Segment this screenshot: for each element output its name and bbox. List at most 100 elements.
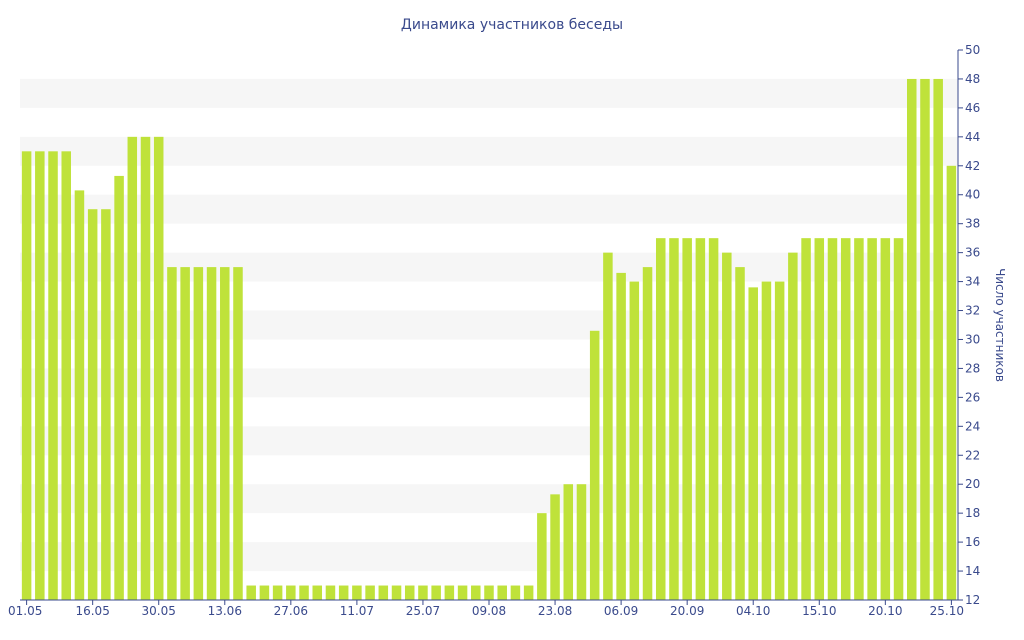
bar: [325, 585, 336, 600]
bar: [827, 238, 838, 600]
bar: [788, 252, 798, 600]
bar: [365, 585, 375, 600]
x-tick-label: 25.10: [930, 604, 964, 618]
y-tick-label: 42: [965, 159, 980, 173]
bar: [642, 267, 653, 600]
bar: [338, 585, 349, 600]
x-tick-label: 27.06: [274, 604, 308, 618]
chart-title: Динамика участников беседы: [401, 17, 623, 33]
bar: [101, 209, 111, 600]
bar: [907, 78, 917, 600]
bar: [523, 585, 534, 600]
bar: [629, 281, 640, 600]
bar: [880, 238, 891, 600]
x-tick-label: 20.09: [670, 604, 704, 618]
bar: [589, 330, 600, 600]
x-tick-label: 23.08: [538, 604, 572, 618]
bar: [153, 136, 164, 600]
bar: [167, 267, 177, 600]
bar: [87, 209, 98, 600]
bar: [48, 151, 58, 600]
bar: [576, 484, 587, 600]
bar: [550, 494, 560, 600]
bar: [748, 287, 758, 600]
y-tick-label: 18: [965, 506, 980, 520]
bar: [114, 175, 124, 601]
bar: [722, 252, 732, 600]
bar: [404, 585, 415, 600]
y-tick-label: 32: [965, 304, 980, 318]
y-tick-label: 20: [965, 477, 980, 491]
bar: [352, 585, 362, 600]
bar: [801, 238, 811, 600]
bar: [603, 252, 613, 600]
bar: [537, 513, 547, 600]
bar: [180, 267, 190, 600]
x-tick-label: 15.10: [802, 604, 836, 618]
bar: [682, 238, 692, 600]
x-tick-label: 16.05: [75, 604, 109, 618]
x-tick-label: 25.07: [406, 604, 440, 618]
bar: [761, 281, 772, 600]
bar: [378, 585, 389, 600]
bar: [933, 78, 943, 600]
y-tick-label: 24: [965, 419, 980, 433]
bar: [140, 136, 151, 600]
x-tick-label: 01.05: [8, 604, 42, 618]
bar: [206, 267, 217, 600]
bar: [193, 267, 204, 600]
bar: [220, 267, 230, 600]
bar: [299, 585, 309, 600]
x-tick-label: 20.10: [868, 604, 902, 618]
x-tick-label: 06.09: [604, 604, 638, 618]
y-axis-ticks: 12 14 16 18 20 22 24 26 28 30 32 34 36 38 40 42 44 46 48 50: [958, 43, 980, 607]
bar: [867, 238, 877, 600]
bar: [35, 151, 45, 600]
y-tick-label: 48: [965, 72, 980, 86]
bar: [286, 585, 296, 600]
bar: [418, 585, 428, 600]
bar: [840, 238, 851, 600]
bar: [272, 585, 283, 600]
grid-band: [20, 136, 958, 166]
bar: [259, 585, 270, 600]
y-tick-label: 46: [965, 101, 980, 115]
bar-series: [21, 78, 957, 601]
bar: [774, 281, 785, 600]
y-tick-label: 28: [965, 361, 980, 375]
y-tick-label: 16: [965, 535, 980, 549]
bar: [695, 238, 706, 600]
bar: [484, 585, 494, 600]
grid-band: [20, 194, 958, 224]
y-tick-label: 22: [965, 448, 980, 462]
x-axis-ticks: 01.05 16.05 30.05 13.06 27.06 11.07 25.07 09.08…: [8, 600, 964, 618]
bar: [655, 238, 666, 600]
bar: [854, 238, 864, 600]
bar: [735, 267, 745, 600]
bar: [246, 585, 256, 600]
y-tick-label: 30: [965, 332, 980, 346]
bar: [312, 585, 323, 600]
y-tick-label: 12: [965, 593, 980, 607]
bar: [920, 78, 930, 600]
y-tick-label: 38: [965, 217, 980, 231]
x-tick-label: 09.08: [472, 604, 506, 618]
bar: [233, 267, 243, 600]
bar: [946, 165, 957, 601]
bar: [708, 238, 719, 600]
y-tick-label: 50: [965, 43, 980, 57]
x-tick-label: 11.07: [340, 604, 374, 618]
x-tick-label: 13.06: [208, 604, 242, 618]
bar: [127, 136, 138, 600]
bar: [616, 272, 626, 600]
bar: [391, 585, 402, 600]
y-tick-label: 36: [965, 246, 980, 260]
bar: [21, 151, 32, 600]
bar: [61, 151, 71, 600]
bar: [444, 585, 455, 600]
bar: [669, 238, 679, 600]
bar: [471, 585, 481, 600]
y-tick-label: 44: [965, 130, 980, 144]
bar: [74, 190, 85, 600]
y-tick-label: 14: [965, 564, 980, 578]
